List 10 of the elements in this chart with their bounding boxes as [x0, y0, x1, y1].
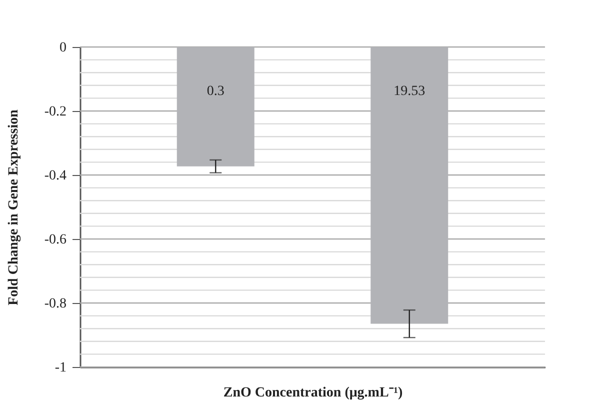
- y-tick-label: -0.4: [44, 168, 66, 184]
- y-tick-label: 0: [60, 40, 66, 56]
- y-tick-label: -0.8: [44, 296, 66, 312]
- y-axis-title: Fold Change in Gene Expression: [6, 109, 22, 306]
- x-tick-label: 19.53: [394, 84, 426, 99]
- y-tick-label: -0.6: [44, 232, 66, 248]
- x-axis-title: ZnO Concentration (μg.mL⁻¹): [223, 386, 403, 400]
- x-tick-label: 0.3: [206, 84, 224, 99]
- y-tick-label: -1: [54, 360, 66, 376]
- y-tick-label: -0.2: [44, 104, 66, 120]
